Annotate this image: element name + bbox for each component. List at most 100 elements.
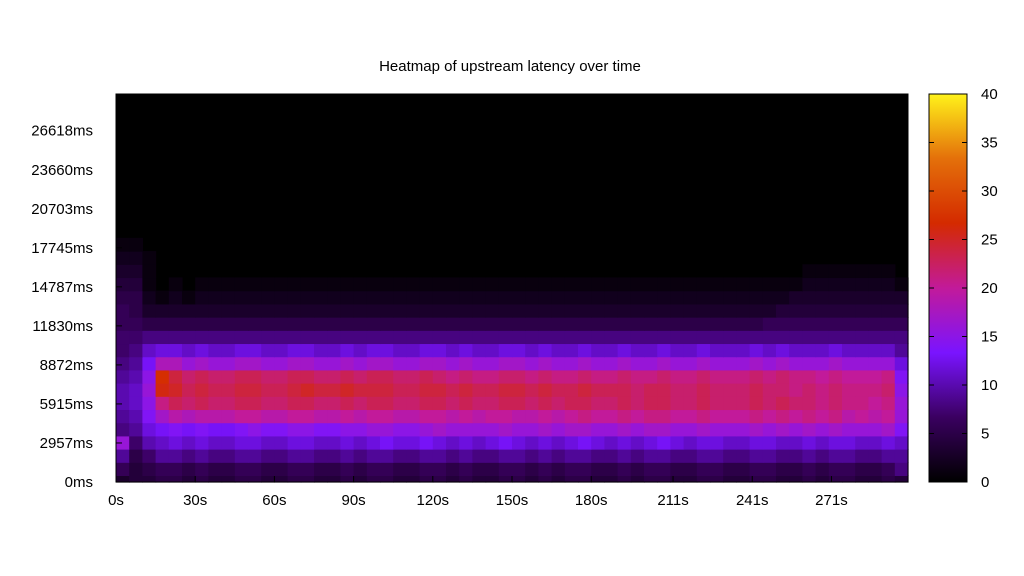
- heatmap-cell: [868, 422, 883, 437]
- heatmap-cell: [881, 383, 896, 397]
- heatmap-cell: [353, 330, 368, 345]
- heatmap-cell: [670, 396, 685, 411]
- heatmap-cell: [512, 277, 526, 292]
- heatmap-cell: [828, 409, 843, 424]
- heatmap-cell: [248, 356, 262, 371]
- heatmap-cell: [287, 343, 302, 358]
- heatmap-cell: [261, 356, 275, 371]
- heatmap-cell: [314, 422, 328, 437]
- heatmap-cell: [683, 330, 698, 345]
- heatmap-cell: [696, 422, 711, 437]
- heatmap-cell: [248, 462, 262, 476]
- heatmap-cell: [406, 290, 421, 305]
- heatmap-cell: [327, 475, 341, 483]
- heatmap-cell: [432, 303, 447, 318]
- heatmap-cell: [261, 330, 275, 345]
- heatmap-cell: [696, 343, 711, 358]
- heatmap-cell: [221, 330, 236, 345]
- heatmap-cell: [881, 264, 896, 279]
- heatmap-cell: [234, 462, 249, 476]
- heatmap-cell: [327, 317, 341, 331]
- heatmap-cell: [155, 475, 170, 483]
- heatmap-cell: [525, 435, 539, 450]
- heatmap-cell: [749, 369, 764, 384]
- heatmap-cell: [855, 264, 869, 279]
- heatmap-cell: [472, 277, 487, 292]
- heatmap-cell: [116, 396, 130, 411]
- heatmap-cell: [868, 290, 883, 305]
- heatmap-cell: [340, 290, 355, 305]
- heatmap-cell: [551, 409, 566, 424]
- heatmap-cell: [116, 290, 130, 305]
- heatmap-cell: [393, 422, 407, 437]
- heatmap-cell: [234, 356, 249, 371]
- heatmap-cell: [842, 343, 856, 358]
- heatmap-cell: [749, 409, 764, 424]
- heatmap-cell: [327, 422, 341, 437]
- heatmap-cell: [353, 303, 368, 318]
- heatmap-cell: [828, 435, 843, 450]
- heatmap-cell: [789, 343, 803, 358]
- heatmap-cell: [815, 330, 830, 345]
- heatmap-cell: [432, 277, 447, 292]
- heatmap-cell: [234, 475, 249, 483]
- heatmap-cell: [538, 303, 553, 318]
- heatmap-cell: [630, 317, 645, 331]
- heatmap-cell: [168, 277, 183, 292]
- y-tick-label: 14787ms: [31, 279, 93, 296]
- heatmap-cell: [710, 449, 724, 463]
- heatmap-cell: [208, 462, 223, 476]
- heatmap-cell: [380, 343, 394, 358]
- heatmap-cell: [842, 435, 856, 450]
- heatmap-cell: [644, 462, 658, 476]
- heatmap-cell: [432, 449, 447, 463]
- heatmap-cell: [274, 475, 289, 483]
- heatmap-cell: [446, 462, 460, 476]
- heatmap-cell: [881, 277, 896, 292]
- heatmap-cell: [393, 343, 407, 358]
- heatmap-cell: [591, 317, 605, 331]
- heatmap-cell: [670, 383, 685, 397]
- heatmap-cell: [894, 449, 909, 463]
- heatmap-cell: [789, 290, 803, 305]
- heatmap-cell: [300, 435, 315, 450]
- heatmap-cell: [564, 422, 579, 437]
- heatmap-cell: [155, 396, 170, 411]
- heatmap-cell: [340, 396, 355, 411]
- heatmap-cell: [300, 409, 315, 424]
- heatmap-cell: [683, 475, 698, 483]
- heatmap-cell: [261, 343, 275, 358]
- heatmap-cell: [564, 462, 579, 476]
- heatmap-cell: [868, 343, 883, 358]
- heatmap-cell: [287, 290, 302, 305]
- heatmap-cell: [446, 330, 460, 345]
- heatmap-cell: [406, 475, 421, 483]
- heatmap-cell: [472, 396, 487, 411]
- heatmap-cell: [234, 303, 249, 318]
- heatmap-cell: [868, 383, 883, 397]
- heatmap-cell: [696, 396, 711, 411]
- heatmap-cell: [274, 435, 289, 450]
- heatmap-cell: [617, 290, 632, 305]
- heatmap-cell: [446, 435, 460, 450]
- heatmap-cell: [380, 462, 394, 476]
- heatmap-cell: [881, 435, 896, 450]
- heatmap-cell: [512, 317, 526, 331]
- heatmap-cell: [512, 422, 526, 437]
- heatmap-cell: [498, 396, 513, 411]
- heatmap-cell: [630, 369, 645, 384]
- heatmap-cell: [472, 356, 487, 371]
- heatmap-cell: [815, 317, 830, 331]
- heatmap-cell: [525, 462, 539, 476]
- heatmap-cell: [696, 462, 711, 476]
- heatmap-cell: [723, 396, 737, 411]
- heatmap-cell: [432, 330, 447, 345]
- heatmap-cell: [604, 449, 619, 463]
- heatmap-cell: [287, 475, 302, 483]
- heatmap-cell: [353, 383, 368, 397]
- heatmap-cell: [459, 343, 473, 358]
- heatmap-cell: [314, 356, 328, 371]
- heatmap-cell: [591, 290, 605, 305]
- heatmap-cell: [498, 303, 513, 318]
- heatmap-cell: [578, 277, 592, 292]
